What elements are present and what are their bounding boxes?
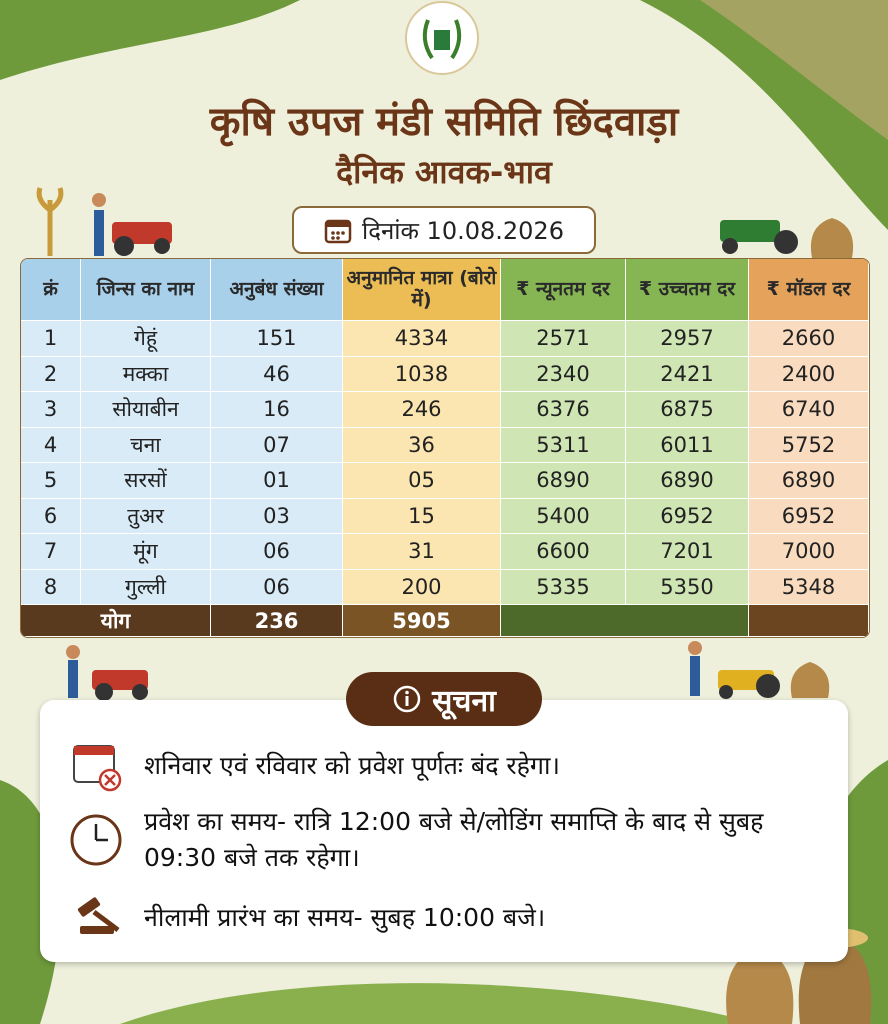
- table-cell: 151: [211, 321, 343, 357]
- table-cell: 7201: [626, 534, 749, 570]
- title: कृषि उपज मंडी समिति छिंदवाड़ा: [209, 99, 679, 145]
- table-cell: 3: [21, 392, 81, 428]
- table-cell: 6952: [626, 498, 749, 534]
- notice-title: सूचना: [346, 672, 542, 726]
- table-cell: 6376: [501, 392, 626, 428]
- table-cell: मक्का: [81, 356, 211, 392]
- table-cell: 1: [21, 321, 81, 357]
- table-cell: 5348: [749, 569, 869, 605]
- table-cell: 8: [21, 569, 81, 605]
- subtitle: दैनिक आवक-भाव: [336, 153, 552, 191]
- column-header: ₹ न्यूनतम दर: [501, 259, 626, 321]
- column-header: ₹ उच्चतम दर: [626, 259, 749, 321]
- date-text: दिनांक 10.08.2026: [362, 216, 564, 245]
- table-cell: 15: [343, 498, 501, 534]
- table-cell: 03: [211, 498, 343, 534]
- total-empty: [749, 605, 869, 637]
- table-cell: गेहूं: [81, 321, 211, 357]
- notice-icons: [70, 745, 122, 934]
- table-cell: 1038: [343, 356, 501, 392]
- calendar-icon: [324, 219, 352, 244]
- table-cell: 5400: [501, 498, 626, 534]
- table-cell: 31: [343, 534, 501, 570]
- table-cell: 36: [343, 427, 501, 463]
- column-header: ₹ मॉडल दर: [749, 259, 869, 321]
- info-icon: [393, 685, 421, 713]
- table-cell: 6: [21, 498, 81, 534]
- table-cell: सोयाबीन: [81, 392, 211, 428]
- column-header: जिन्स का नाम: [81, 259, 211, 321]
- column-header: अनुबंध संख्या: [211, 259, 343, 321]
- table-cell: 6952: [749, 498, 869, 534]
- table-cell: 06: [211, 569, 343, 605]
- total-contracts: 236: [211, 605, 343, 637]
- total-empty: [501, 605, 749, 637]
- table-cell: 4334: [343, 321, 501, 357]
- table-cell: 2340: [501, 356, 626, 392]
- date-box: दिनांक 10.08.2026: [292, 206, 596, 254]
- total-quantity: 5905: [343, 605, 501, 637]
- table-cell: 6890: [626, 463, 749, 499]
- column-header: अनुमानित मात्रा (बोरो में): [343, 259, 501, 321]
- table-cell: 5311: [501, 427, 626, 463]
- table-cell: 246: [343, 392, 501, 428]
- table-cell: 5350: [626, 569, 749, 605]
- table-cell: 5752: [749, 427, 869, 463]
- table-cell: सरसों: [81, 463, 211, 499]
- table-cell: 2957: [626, 321, 749, 357]
- notice-item: प्रवेश का समय- रात्रि 12:00 बजे से/लोडिं…: [144, 807, 764, 873]
- table-cell: 7000: [749, 534, 869, 570]
- table-cell: गुल्ली: [81, 569, 211, 605]
- table-cell: 4: [21, 427, 81, 463]
- table-cell: 6740: [749, 392, 869, 428]
- notice-item: नीलामी प्रारंभ का समय- सुबह 10:00 बजे।: [144, 903, 546, 932]
- table-cell: 7: [21, 534, 81, 570]
- table-cell: 2660: [749, 321, 869, 357]
- table-cell: 200: [343, 569, 501, 605]
- table-cell: 16: [211, 392, 343, 428]
- notice-item: शनिवार एवं रविवार को प्रवेश पूर्णतः बंद …: [144, 751, 560, 780]
- table-cell: 2421: [626, 356, 749, 392]
- table-cell: मूंग: [81, 534, 211, 570]
- table-cell: 06: [211, 534, 343, 570]
- table-cell: 2: [21, 356, 81, 392]
- table-cell: 5: [21, 463, 81, 499]
- table-cell: 5335: [501, 569, 626, 605]
- table-cell: चना: [81, 427, 211, 463]
- table-cell: 6875: [626, 392, 749, 428]
- table-cell: 6011: [626, 427, 749, 463]
- table-cell: 2400: [749, 356, 869, 392]
- table-cell: 05: [343, 463, 501, 499]
- notice-box: शनिवार एवं रविवार को प्रवेश पूर्णतः बंद …: [40, 700, 848, 962]
- table-cell: 07: [211, 427, 343, 463]
- notice-title-text: सूचना: [432, 683, 496, 719]
- table-cell: 6890: [501, 463, 626, 499]
- table-cell: 6890: [749, 463, 869, 499]
- table-cell: 6600: [501, 534, 626, 570]
- table-cell: तुअर: [81, 498, 211, 534]
- table-cell: 01: [211, 463, 343, 499]
- table-cell: 2571: [501, 321, 626, 357]
- column-header: क्रं: [21, 259, 81, 321]
- price-table: क्रं जिन्स का नाम अनुबंध संख्या अनुमानित मा…: [20, 258, 870, 638]
- table-cell: 46: [211, 356, 343, 392]
- total-label: योग: [21, 605, 211, 637]
